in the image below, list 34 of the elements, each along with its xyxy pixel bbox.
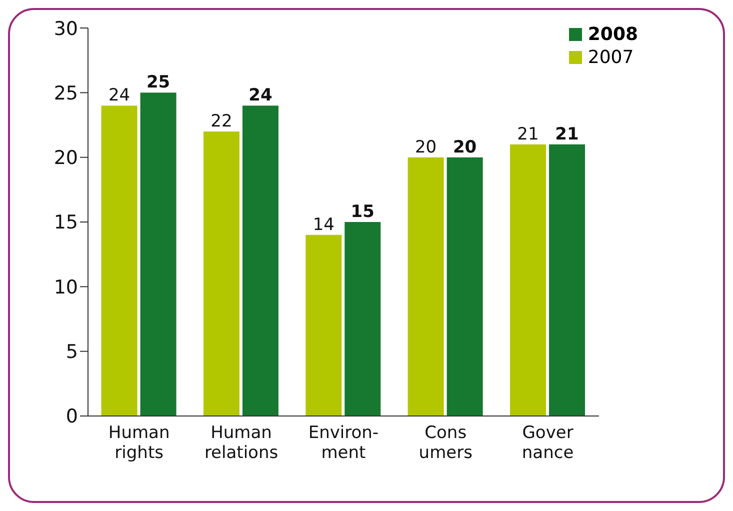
bar xyxy=(408,157,444,416)
x-tick-label: Human relations xyxy=(204,423,278,463)
data-label: 20 xyxy=(452,137,477,158)
data-label: 24 xyxy=(108,86,130,106)
y-tick-label: 5 xyxy=(66,341,78,364)
data-label: 21 xyxy=(517,124,539,144)
data-label: 25 xyxy=(146,72,170,93)
legend-label: 2008 xyxy=(588,24,638,45)
bar xyxy=(203,131,240,416)
bar xyxy=(140,92,176,416)
y-tick-label: 25 xyxy=(54,82,78,104)
bar xyxy=(242,106,278,416)
bar xyxy=(101,106,138,416)
data-label: 22 xyxy=(210,111,232,132)
x-tick-label: Human rights xyxy=(108,423,170,463)
bar xyxy=(306,234,342,416)
data-label: 21 xyxy=(555,124,579,144)
bar xyxy=(446,157,483,416)
y-tick-label: 20 xyxy=(54,147,78,170)
data-label: 24 xyxy=(248,86,272,106)
bar xyxy=(510,144,546,416)
data-label: 15 xyxy=(350,202,374,222)
x-tick-label: Cons umers xyxy=(418,423,473,463)
data-label: 14 xyxy=(312,214,334,235)
x-tick-label: Environ- ment xyxy=(308,423,379,463)
y-tick-label: 10 xyxy=(54,276,78,298)
x-tick-label: Gover nance xyxy=(522,423,574,463)
bar xyxy=(548,144,585,416)
legend-label: 2007 xyxy=(588,47,634,68)
y-tick-label: 0 xyxy=(66,406,78,428)
y-tick-label: 30 xyxy=(54,18,78,40)
bar xyxy=(344,222,381,416)
data-label: 20 xyxy=(414,137,437,158)
y-tick-label: 15 xyxy=(54,212,78,234)
